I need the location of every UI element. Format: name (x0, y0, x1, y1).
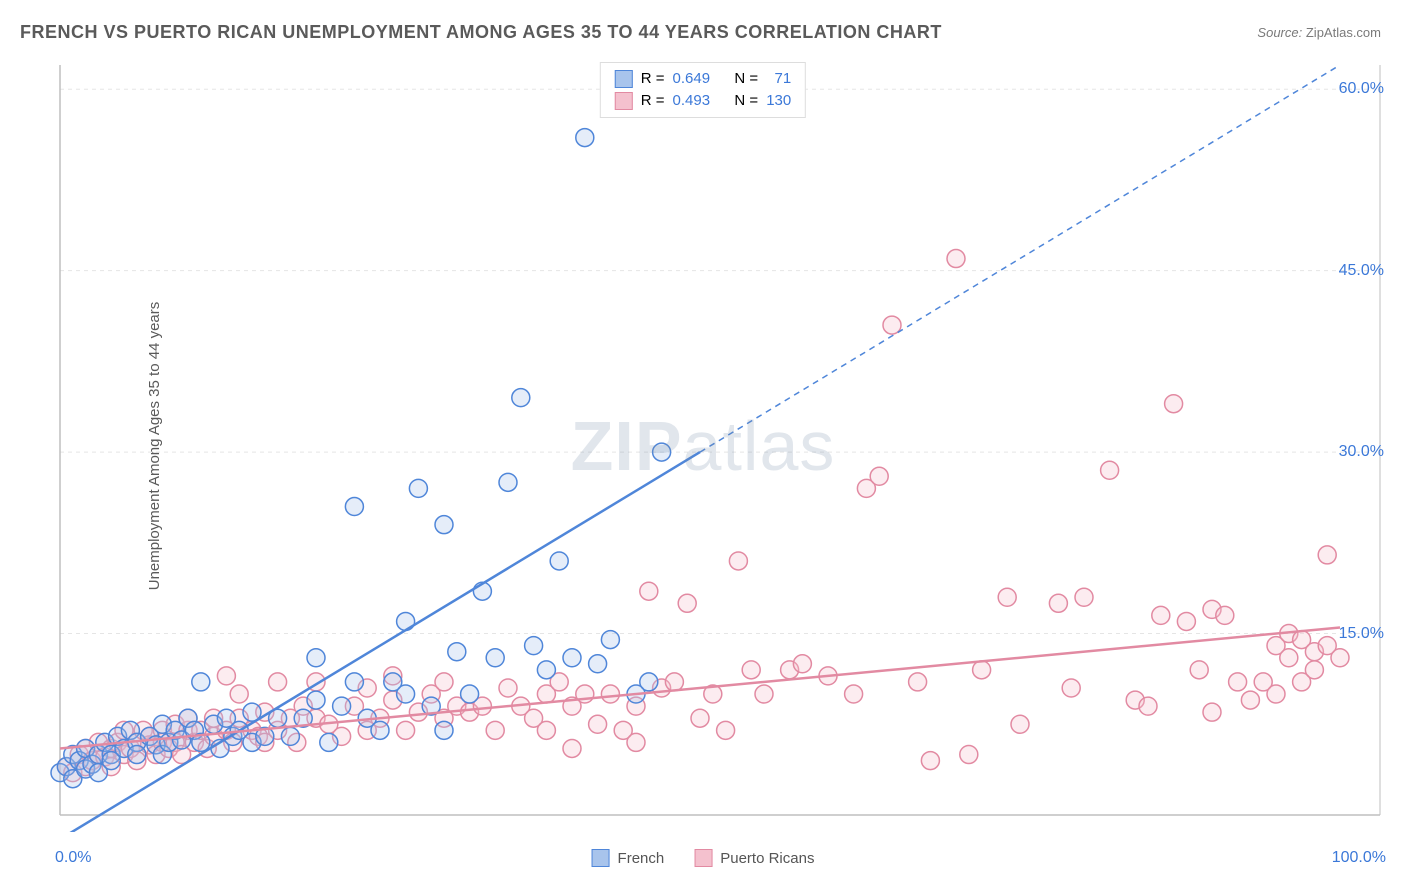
n-label: N = (734, 90, 758, 112)
legend-item-puerto-ricans: Puerto Ricans (694, 849, 814, 867)
n-value-puerto-ricans: 130 (766, 90, 791, 112)
legend-row-french: R = 0.649 N = 71 (615, 68, 791, 90)
legend-label-french: French (618, 850, 665, 867)
y-tick-label: 30.0% (1339, 443, 1384, 461)
r-label: R = (641, 90, 665, 112)
source-label: Source: (1257, 25, 1302, 40)
r-label: R = (641, 68, 665, 90)
x-axis-max-label: 100.0% (1332, 849, 1386, 867)
legend-row-puerto-ricans: R = 0.493 N = 130 (615, 90, 791, 112)
plot-area (50, 60, 1386, 832)
r-value-puerto-ricans: 0.493 (673, 90, 711, 112)
legend-swatch-puerto-ricans (615, 92, 633, 110)
legend-swatch-icon (592, 849, 610, 867)
legend-swatch-french (615, 70, 633, 88)
legend-item-french: French (592, 849, 665, 867)
legend-series: French Puerto Ricans (592, 849, 815, 867)
legend-label-puerto-ricans: Puerto Ricans (720, 850, 814, 867)
x-axis-min-label: 0.0% (55, 849, 91, 867)
y-tick-label: 60.0% (1339, 80, 1384, 98)
n-label: N = (734, 68, 758, 90)
y-tick-label: 15.0% (1339, 625, 1384, 643)
y-tick-label: 45.0% (1339, 262, 1384, 280)
chart-title: FRENCH VS PUERTO RICAN UNEMPLOYMENT AMON… (20, 22, 942, 43)
scatter-chart-svg (50, 60, 1386, 832)
source-attribution: Source: ZipAtlas.com (1257, 25, 1381, 40)
r-value-french: 0.649 (673, 68, 711, 90)
source-value: ZipAtlas.com (1306, 25, 1381, 40)
n-value-french: 71 (766, 68, 791, 90)
legend-statistics: R = 0.649 N = 71 R = 0.493 N = 130 (600, 62, 806, 118)
legend-swatch-icon (694, 849, 712, 867)
